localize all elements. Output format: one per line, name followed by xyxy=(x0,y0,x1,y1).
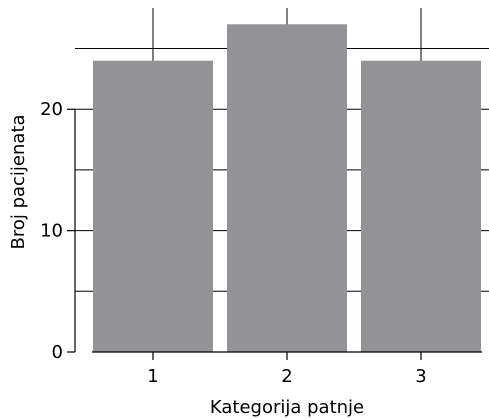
y-tick-label-0: 0 xyxy=(52,342,63,363)
x-tick-label-2: 2 xyxy=(281,366,292,387)
bar-1 xyxy=(93,60,213,352)
y-tick-label-10: 10 xyxy=(40,221,63,242)
bar-3 xyxy=(361,60,481,352)
bar-2 xyxy=(227,24,347,353)
y-axis-ticks: 0 10 20 xyxy=(40,99,76,363)
x-tick-label-3: 3 xyxy=(415,366,426,387)
axes: 1 2 3 0 10 20 xyxy=(40,99,482,387)
x-axis-ticks: 1 2 3 xyxy=(92,351,482,387)
bars xyxy=(93,24,481,353)
x-tick-label-1: 1 xyxy=(147,366,158,387)
y-tick-label-20: 20 xyxy=(40,99,63,120)
x-axis-label: Kategorija patnje xyxy=(210,397,364,418)
y-axis-label: Broj pacijenata xyxy=(8,114,29,249)
